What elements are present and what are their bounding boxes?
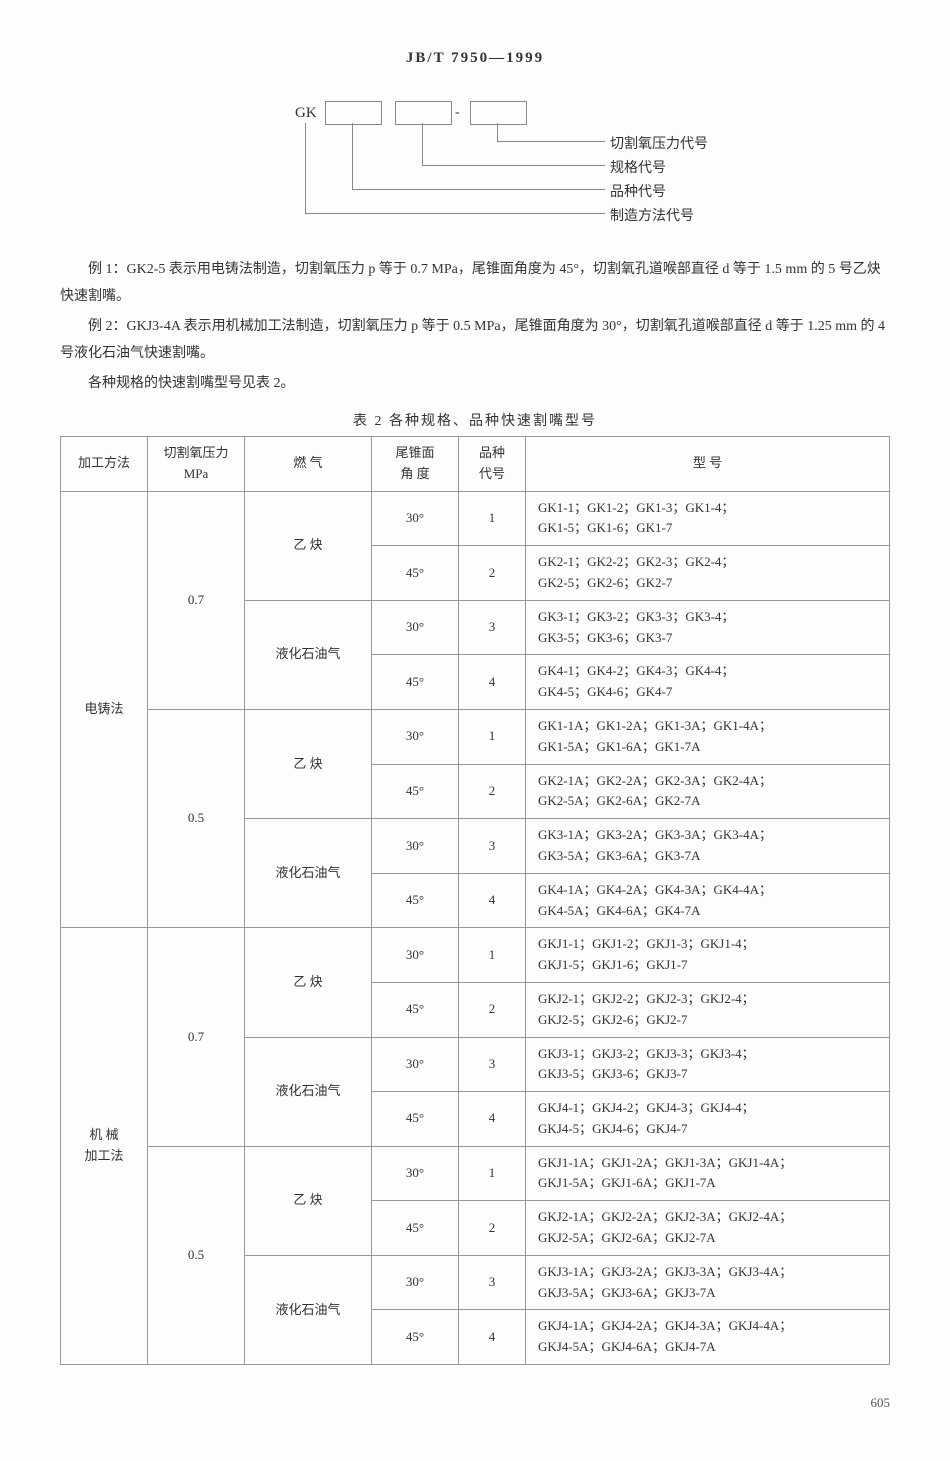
table-cell: 30° [372,1146,459,1201]
th-method: 加工方法 [61,436,148,491]
table-cell: 45° [372,873,459,928]
table-cell: 30° [372,600,459,655]
table-cell: 2 [459,1201,526,1256]
table-cell: GK4-1A；GK4-2A；GK4-3A；GK4-4A； GK4-5A；GK4-… [526,873,890,928]
table-row: 0.5乙 炔30°1GK1-1A；GK1-2A；GK1-3A；GK1-4A； G… [61,709,890,764]
table-cell: 4 [459,655,526,710]
table-cell: 液化石油气 [245,600,372,709]
table-cell: 乙 炔 [245,1146,372,1255]
table-cell: GKJ4-1A；GKJ4-2A；GKJ4-3A；GKJ4-4A； GKJ4-5A… [526,1310,890,1365]
vline [352,123,353,189]
table-cell: GK3-1A；GK3-2A；GK3-3A；GK3-4A； GK3-5A；GK3-… [526,819,890,874]
table-cell: 乙 炔 [245,491,372,600]
table-cell: GK2-1A；GK2-2A；GK2-3A；GK2-4A； GK2-5A；GK2-… [526,764,890,819]
table-cell: 3 [459,600,526,655]
th-variety: 品种 代号 [459,436,526,491]
doc-header: JB/T 7950—1999 [60,50,890,67]
table-cell: 0.5 [148,709,245,927]
table-cell: GKJ1-1；GKJ1-2；GKJ1-3；GKJ1-4； GKJ1-5；GKJ1… [526,928,890,983]
label-variety: 品种代号 [610,181,666,201]
table-cell: 0.7 [148,928,245,1146]
table-cell: 30° [372,1037,459,1092]
table-cell: GK1-1；GK1-2；GK1-3；GK1-4； GK1-5；GK1-6；GK1… [526,491,890,546]
table-cell: 45° [372,1092,459,1147]
table-cell: 45° [372,764,459,819]
table-cell: 2 [459,546,526,601]
table-cell: 机 械 加工法 [61,928,148,1365]
table-cell: 2 [459,764,526,819]
table-cell: 液化石油气 [245,819,372,928]
th-angle: 尾锥面 角 度 [372,436,459,491]
table-cell: 乙 炔 [245,709,372,818]
hline [352,189,605,190]
table-cell: GKJ2-1A；GKJ2-2A；GKJ2-3A；GKJ2-4A； GKJ2-5A… [526,1201,890,1256]
hline [422,165,605,166]
table-cell: GK3-1；GK3-2；GK3-3；GK3-4； GK3-5；GK3-6；GK3… [526,600,890,655]
table-cell: 1 [459,928,526,983]
th-pressure: 切割氧压力 MPa [148,436,245,491]
table-cell: 30° [372,928,459,983]
code-box-3 [470,101,527,125]
table-cell: 液化石油气 [245,1037,372,1146]
label-pressure: 切割氧压力代号 [610,133,708,153]
table-cell: 乙 炔 [245,928,372,1037]
table-cell: 0.7 [148,491,245,709]
table-cell: 1 [459,491,526,546]
table-cell: 0.5 [148,1146,245,1364]
table-cell: GK1-1A；GK1-2A；GK1-3A；GK1-4A； GK1-5A；GK1-… [526,709,890,764]
table-cell: GKJ2-1；GKJ2-2；GKJ2-3；GKJ2-4； GKJ2-5；GKJ2… [526,982,890,1037]
table-title: 表 2 各种规格、品种快速割嘴型号 [60,410,890,430]
label-spec: 规格代号 [610,157,666,177]
spec-table: 加工方法 切割氧压力 MPa 燃 气 尾锥面 角 度 品种 代号 型 号 电铸法… [60,436,890,1365]
code-box-2 [395,101,452,125]
table-cell: 1 [459,709,526,764]
prefix-gk: GK [295,105,317,122]
hline [497,141,605,142]
table-row: 机 械 加工法0.7乙 炔30°1GKJ1-1；GKJ1-2；GKJ1-3；GK… [61,928,890,983]
example-1: 例 1：GK2-5 表示用电铸法制造，切割氧压力 p 等于 0.7 MPa，尾锥… [60,257,890,310]
table-cell: 3 [459,1037,526,1092]
vline [497,123,498,141]
table-cell: 45° [372,655,459,710]
label-method: 制造方法代号 [610,205,694,225]
page-number: 605 [60,1395,890,1411]
code-box-1 [325,101,382,125]
table-cell: 30° [372,819,459,874]
table-row: 0.5乙 炔30°1GKJ1-1A；GKJ1-2A；GKJ1-3A；GKJ1-4… [61,1146,890,1201]
table-cell: 4 [459,1310,526,1365]
vline [422,123,423,165]
table-cell: GKJ4-1；GKJ4-2；GKJ4-3；GKJ4-4； GKJ4-5；GKJ4… [526,1092,890,1147]
table-cell: GKJ3-1；GKJ3-2；GKJ3-3；GKJ3-4； GKJ3-5；GKJ3… [526,1037,890,1092]
table-cell: GKJ3-1A；GKJ3-2A；GKJ3-3A；GKJ3-4A； GKJ3-5A… [526,1255,890,1310]
table-cell: GK4-1；GK4-2；GK4-3；GK4-4； GK4-5；GK4-6；GK4… [526,655,890,710]
table-cell: 电铸法 [61,491,148,928]
example-2: 例 2：GKJ3-4A 表示用机械加工法制造，切割氧压力 p 等于 0.5 MP… [60,314,890,367]
dash: - [455,105,460,121]
table-row: 电铸法0.7乙 炔30°1GK1-1；GK1-2；GK1-3；GK1-4； GK… [61,491,890,546]
table-cell: 30° [372,709,459,764]
table-cell: 4 [459,873,526,928]
table-cell: GKJ1-1A；GKJ1-2A；GKJ1-3A；GKJ1-4A； GKJ1-5A… [526,1146,890,1201]
table-cell: 45° [372,982,459,1037]
table-cell: 2 [459,982,526,1037]
table-ref: 各种规格的快速割嘴型号见表 2。 [60,371,890,398]
th-gas: 燃 气 [245,436,372,491]
table-cell: 30° [372,1255,459,1310]
table-cell: 45° [372,1201,459,1256]
table-cell: 液化石油气 [245,1255,372,1364]
model-code-diagram: GK - 切割氧压力代号 规格代号 品种代号 制造方法代号 [155,97,795,237]
table-cell: 3 [459,819,526,874]
th-model: 型 号 [526,436,890,491]
table-cell: 45° [372,1310,459,1365]
table-cell: 1 [459,1146,526,1201]
table-cell: 45° [372,546,459,601]
table-cell: GK2-1；GK2-2；GK2-3；GK2-4； GK2-5；GK2-6；GK2… [526,546,890,601]
vline [305,123,306,213]
hline [305,213,605,214]
table-cell: 30° [372,491,459,546]
table-cell: 4 [459,1092,526,1147]
table-cell: 3 [459,1255,526,1310]
